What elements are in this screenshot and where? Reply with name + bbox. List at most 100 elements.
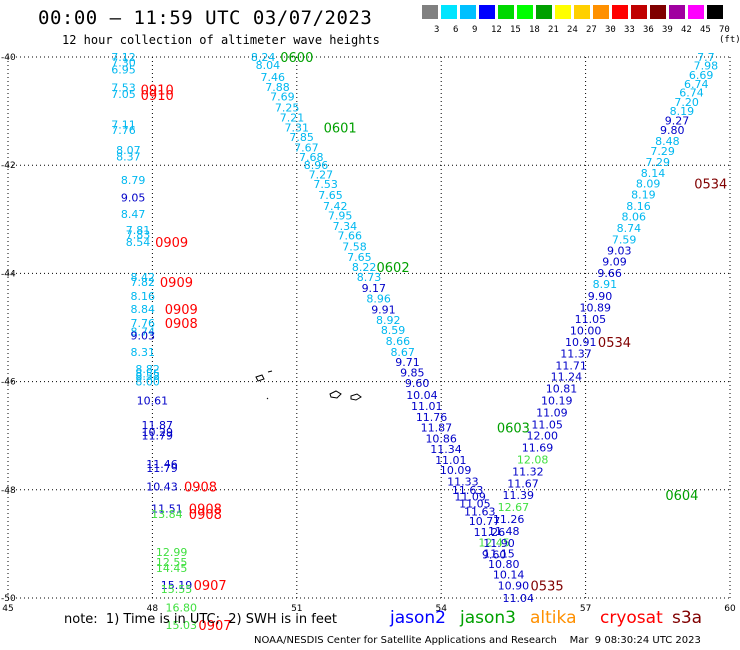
y-tick-label: -42	[1, 161, 16, 171]
wave-height-label: 7.81	[126, 224, 151, 237]
wave-height-label: 12.45	[478, 536, 510, 549]
wave-height-label: 8.92	[376, 314, 401, 327]
wave-height-label: 11.26	[474, 526, 506, 539]
wave-height-label: 8.58	[135, 370, 160, 383]
wave-height-label: 8.73	[357, 271, 382, 284]
wave-height-label: 10.86	[425, 432, 457, 445]
wave-height-label: 8.42	[131, 271, 156, 284]
wave-height-label: 10.19	[541, 395, 573, 408]
wave-height-label: 7.53	[313, 178, 338, 191]
color-scale-swatch	[460, 5, 476, 19]
wave-height-label: 8.66	[386, 335, 411, 348]
wave-height-label: 9.09	[602, 255, 627, 268]
color-scale-swatch	[498, 5, 514, 19]
wave-height-label: 7.31	[285, 121, 310, 134]
wave-height-label: 7.30	[111, 56, 136, 69]
wave-height-label: 8.24	[251, 51, 276, 64]
color-scale-label: 3	[434, 25, 440, 35]
pass-time-label: 0602	[377, 261, 410, 276]
wave-height-label: 9.27	[665, 114, 690, 127]
wave-height-label: 8.04	[256, 59, 281, 72]
wave-height-label: 14.45	[156, 562, 188, 575]
wave-height-label: 8.19	[670, 105, 695, 118]
wave-height-label: 8.16	[626, 200, 651, 213]
satellite-label-altika: altika	[530, 608, 577, 628]
wave-height-label: 8.31	[131, 346, 156, 359]
wave-height-label: 7.65	[347, 251, 372, 264]
wave-height-label: 10.80	[488, 558, 520, 571]
wave-height-label: 9.80	[660, 124, 685, 137]
color-scale-swatch	[574, 5, 590, 19]
wave-height-label: 7.34	[333, 220, 358, 233]
wave-height-label: 8.91	[593, 278, 618, 291]
wave-height-label: 9.91	[371, 304, 396, 317]
x-tick-label: 51	[291, 604, 302, 614]
y-tick-label: -40	[1, 53, 16, 63]
color-scale-label: 30	[605, 25, 616, 35]
color-scale-swatch	[688, 5, 704, 19]
color-scale-swatch	[593, 5, 609, 19]
color-scale-label: 36	[643, 25, 654, 35]
page-title: 00:00 – 11:59 UTC 03/07/2023	[38, 7, 373, 29]
wave-height-label: 7.53	[111, 81, 136, 94]
wave-height-label: 10.43	[146, 481, 178, 494]
wave-height-label: 11.87	[141, 419, 173, 432]
y-tick-label: -46	[1, 378, 16, 388]
wave-height-label: 9.71	[395, 356, 420, 369]
wave-height-label: 11.79	[146, 462, 178, 475]
wave-height-label: 6.74	[684, 78, 709, 91]
wave-height-label: 8.79	[121, 174, 146, 187]
wave-height-label: 7.05	[111, 88, 136, 101]
color-scale-swatch	[479, 5, 495, 19]
pass-time-label: 0909	[155, 236, 188, 251]
wave-height-label: 10.91	[565, 336, 597, 349]
color-scale-label: 21	[548, 25, 559, 35]
wave-height-label: 8.48	[655, 135, 680, 148]
wave-height-label: 12.67	[498, 501, 530, 514]
wave-height-label: 11.90	[483, 537, 515, 550]
footer-credit: NOAA/NESDIS Center for Satellite Applica…	[254, 635, 701, 646]
wave-height-label: 11.15	[483, 548, 515, 561]
wave-height-label: 12.08	[517, 454, 549, 467]
wave-height-label: 7.76	[131, 317, 156, 330]
wave-height-label: 7.82	[131, 276, 156, 289]
wave-height-label: 10.14	[493, 569, 525, 582]
x-tick-label: 54	[435, 604, 447, 614]
wave-height-label: 7.21	[280, 112, 305, 125]
wave-height-label: 6.95	[111, 63, 136, 76]
wave-height-label: 11.09	[536, 406, 568, 419]
wave-height-label: 8.22	[352, 261, 377, 274]
wave-height-label: 7.42	[323, 200, 348, 213]
color-scale-swatch	[517, 5, 533, 19]
wave-height-label: 8.47	[121, 208, 146, 221]
pass-time-label: 0600	[280, 51, 313, 66]
pass-time-label: 0909	[165, 303, 198, 318]
wave-height-label: 7.67	[294, 141, 319, 154]
x-tick-label: 45	[2, 604, 13, 614]
wave-height-label: 7.95	[328, 210, 353, 223]
color-scale-label: 39	[662, 25, 673, 35]
wave-height-label: 11.24	[551, 371, 583, 384]
wave-height-label: 10.09	[440, 464, 472, 477]
color-scale-label: 70 (ft)	[719, 25, 740, 45]
pass-time-label: 0908	[189, 508, 222, 523]
wave-height-label: 7.29	[646, 156, 671, 169]
wave-height-label: 7.12	[111, 51, 136, 64]
pass-time-label: 0604	[665, 489, 698, 504]
wave-height-label: 9.05	[121, 192, 146, 205]
satellite-label-jason2: jason2	[390, 608, 446, 628]
x-tick-label: 57	[580, 604, 591, 614]
color-scale-label: 18	[529, 25, 540, 35]
wave-height-label: 10.29	[141, 426, 173, 439]
wave-height-label: 8.84	[131, 303, 156, 316]
wave-height-label: 11.63	[452, 484, 484, 497]
note-text: note: 1) Time is in UTC; 2) SWH is in fe…	[64, 612, 337, 627]
wave-height-label: 7.69	[270, 90, 295, 103]
wave-height-label: 12.55	[156, 556, 188, 569]
wave-height-label: 8.55	[135, 367, 160, 380]
wave-height-label: 7.46	[260, 71, 285, 84]
wave-height-label: 11.05	[575, 313, 607, 326]
wave-height-label: 9.90	[588, 290, 613, 303]
pass-time-label: 0908	[189, 503, 222, 518]
wave-height-label: 7.27	[309, 168, 334, 181]
